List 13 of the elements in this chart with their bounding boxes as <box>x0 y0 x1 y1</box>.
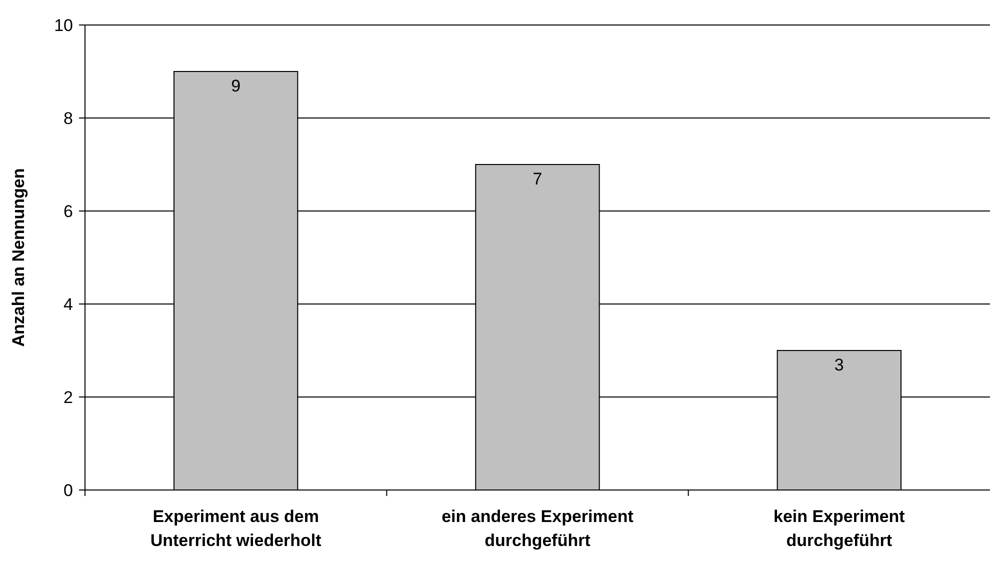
data-label: 7 <box>532 170 542 188</box>
y-tick-label: 4 <box>64 294 73 314</box>
x-tick-label: ein anderes Experiment durchgeführt <box>442 507 634 550</box>
data-label: 3 <box>834 356 844 374</box>
y-tick-label: 10 <box>54 16 73 35</box>
x-tick-label: kein Experiment durchgeführt <box>774 507 906 550</box>
y-tick-label: 6 <box>64 202 73 221</box>
y-tick-label: 0 <box>64 480 73 500</box>
y-tick-label: 8 <box>64 108 73 128</box>
y-axis-title: Anzahl an Nennungen <box>9 168 28 347</box>
data-label: 9 <box>231 76 241 96</box>
x-tick-label: Experiment aus dem Unterricht wiederholt <box>150 507 322 550</box>
y-tick-label: 2 <box>64 388 73 407</box>
